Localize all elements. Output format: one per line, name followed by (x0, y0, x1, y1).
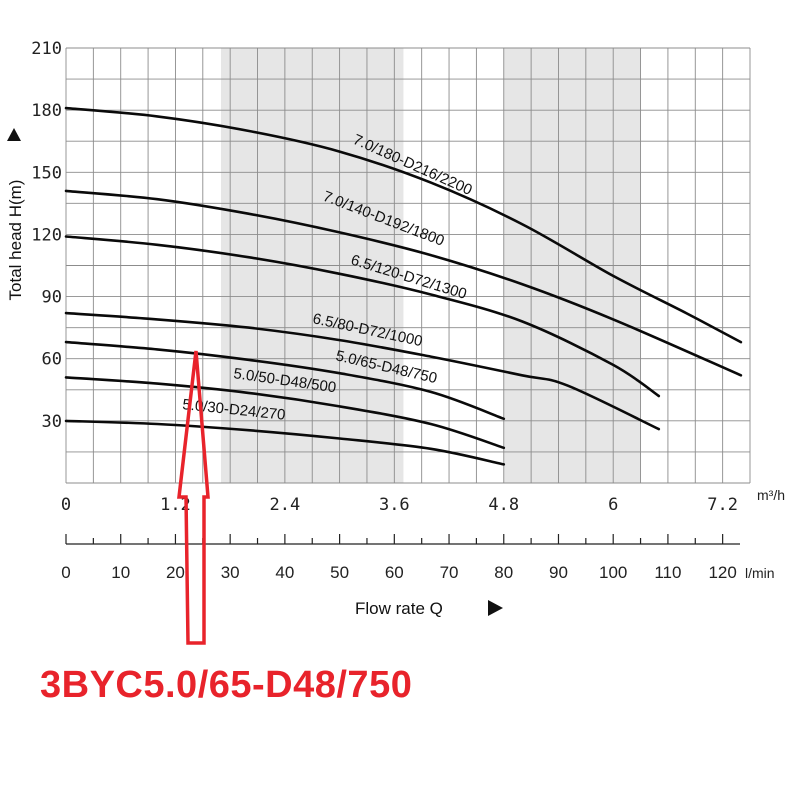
x-tick-label-lmin: 100 (599, 563, 627, 582)
annotation-arrow (177, 350, 210, 645)
y-tick-label: 210 (31, 39, 62, 59)
x-tick-label-m3h: 4.8 (488, 495, 519, 515)
x-tick-label-m3h: 2.4 (270, 495, 301, 515)
x-axis-ticks-m3h: 0 1.2 2.4 3.6 4.8 6 7.2 (61, 495, 738, 515)
x-axis-arrow-icon (488, 600, 503, 616)
y-tick-label: 30 (42, 412, 62, 432)
y-axis-ticks: 30 60 90 120 150 180 210 (31, 39, 62, 432)
x-tick-label-m3h: 1.2 (160, 495, 191, 515)
x-unit-m3h-label: m³/h (757, 487, 785, 503)
x-tick-label-lmin: 40 (275, 563, 294, 582)
curve-series-1 (64, 106, 743, 344)
x-axis-title: Flow rate Q (355, 599, 443, 618)
curve-series-6 (64, 376, 506, 450)
model-highlight-text: 3BYC5.0/65-D48/750 (40, 664, 413, 706)
x-tick-label-lmin: 0 (61, 563, 70, 582)
x-tick-label-lmin: 20 (166, 563, 185, 582)
curve-series-5 (64, 340, 506, 421)
x-unit-lmin-label: l/min (745, 565, 775, 581)
pump-curves (64, 106, 743, 466)
x-tick-label-lmin: 80 (494, 563, 513, 582)
x-axis-ticks-lmin: 0 10 20 30 40 50 60 70 80 90 100 110 120 (61, 534, 740, 582)
curve-series-7 (64, 419, 506, 466)
x-tick-label-lmin: 90 (549, 563, 568, 582)
y-tick-label: 180 (31, 101, 62, 121)
y-tick-label: 90 (42, 288, 62, 308)
y-tick-label: 120 (31, 225, 62, 245)
arrow-up-icon (177, 350, 210, 645)
x-tick-label-lmin: 50 (330, 563, 349, 582)
x-tick-label-m3h: 6 (608, 495, 618, 515)
curve-series-3 (64, 235, 661, 398)
y-tick-label: 60 (42, 350, 62, 370)
y-axis-title-text: Total head H(m) (6, 180, 25, 301)
x-tick-label-m3h: 3.6 (379, 495, 410, 515)
x-tick-label-m3h: 0 (61, 495, 71, 515)
x-tick-label-lmin: 110 (654, 563, 681, 582)
curve-series-2 (64, 189, 743, 377)
grid-lines (65, 47, 751, 484)
y-axis-arrow-icon (7, 128, 21, 141)
x-tick-label-lmin: 60 (385, 563, 404, 582)
y-tick-label: 150 (31, 163, 62, 183)
x-tick-label-lmin: 70 (440, 563, 459, 582)
y-axis-title: Total head H(m) (6, 180, 25, 301)
x-tick-label-lmin: 10 (111, 563, 130, 582)
curve-series-4 (64, 311, 661, 431)
x-tick-label-m3h: 7.2 (707, 495, 738, 515)
x-tick-label-lmin: 30 (221, 563, 240, 582)
x-tick-label-lmin: 120 (708, 563, 736, 582)
